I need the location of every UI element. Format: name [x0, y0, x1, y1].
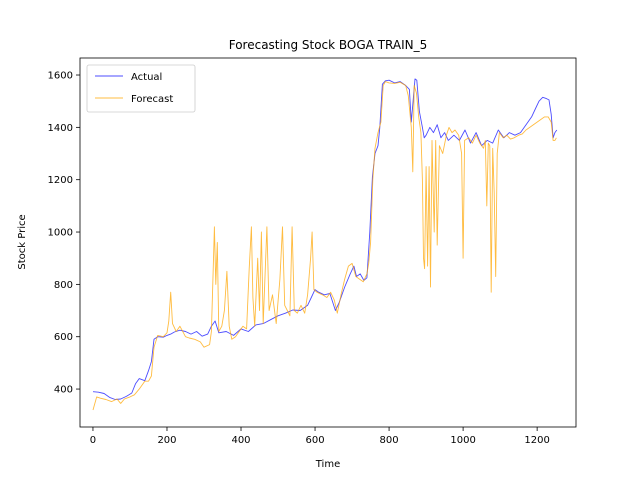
- y-tick-label: 1400: [48, 123, 73, 134]
- x-axis: 0 200 400 600 800 1000 1200: [90, 427, 550, 446]
- legend-label-forecast: Forecast: [131, 94, 173, 105]
- x-tick-label: 800: [380, 435, 399, 446]
- y-tick-label: 1000: [48, 228, 73, 239]
- x-axis-label: Time: [315, 459, 340, 470]
- y-tick-label: 600: [54, 332, 73, 343]
- legend-frame: [86, 64, 196, 113]
- y-axis-label: Stock Price: [17, 214, 28, 269]
- y-tick-label: 400: [54, 385, 73, 396]
- y-tick-label: 1600: [48, 71, 73, 82]
- legend-label-actual: Actual: [131, 72, 162, 83]
- x-tick-label: 0: [90, 435, 96, 446]
- x-tick-label: 1200: [524, 435, 549, 446]
- series-line-forecast: [92, 81, 557, 411]
- y-tick-label: 1200: [48, 175, 73, 186]
- x-tick-label: 200: [157, 435, 176, 446]
- x-tick-label: 1000: [450, 435, 475, 446]
- plot-frame: [79, 57, 577, 428]
- plot-area: [79, 57, 577, 428]
- x-tick-label: 600: [305, 435, 324, 446]
- series-layer: [92, 78, 558, 411]
- chart-title: Forecasting Stock BOGA TRAIN_5: [229, 38, 428, 52]
- y-tick-label: 800: [54, 280, 73, 291]
- y-axis: 400 600 800 1000 1200 1400 1600: [48, 71, 80, 396]
- legend: Actual Forecast: [86, 64, 196, 113]
- x-tick-label: 400: [231, 435, 250, 446]
